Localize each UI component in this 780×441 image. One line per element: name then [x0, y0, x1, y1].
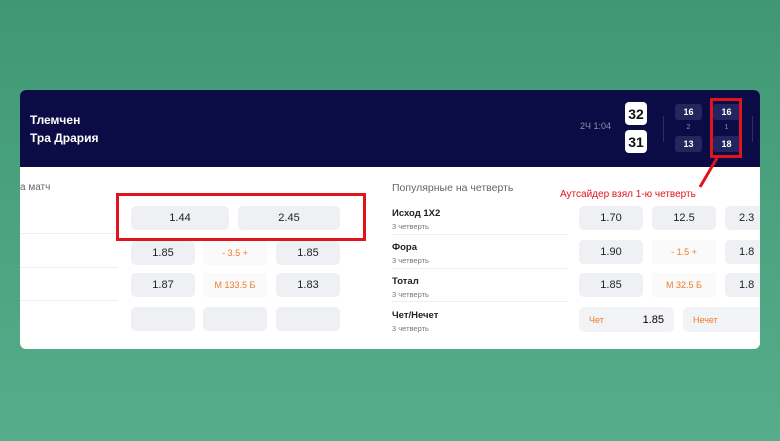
highlight-box-quarter1 — [710, 98, 742, 158]
market-label: Тотал — [392, 276, 419, 287]
market-sublabel: 3 четверть — [392, 324, 429, 333]
divider — [20, 267, 118, 268]
odds-button[interactable]: 1.8 — [725, 240, 760, 264]
market-label: Исход 1Х2 — [392, 208, 441, 219]
divider — [20, 233, 118, 234]
market-sublabel: 3 четверть — [392, 290, 429, 299]
odds-button[interactable]: 1.85 — [276, 241, 340, 265]
left-section-title: а матч — [20, 182, 51, 193]
odds-button[interactable]: 1.85 — [579, 273, 643, 297]
market-sublabel: 3 четверть — [392, 256, 429, 265]
quarter2-label: 2 — [686, 124, 691, 131]
empty-odds-button[interactable] — [276, 307, 340, 331]
quarter1-label: 1 — [724, 124, 729, 131]
market-label: Фора — [392, 242, 417, 253]
score-team2: 31 — [625, 130, 647, 153]
divider — [392, 301, 567, 302]
total-selector[interactable]: М 32.5 Б — [652, 273, 716, 297]
divider — [20, 300, 118, 301]
odd-button[interactable]: Чет 1.85 — [579, 307, 674, 332]
market-label: Чет/Нечет — [392, 310, 439, 321]
team2-name: Тра Дрария — [30, 131, 99, 145]
divider — [663, 116, 664, 142]
score-team1: 32 — [625, 102, 647, 125]
market-sublabel: 3 четверть — [392, 222, 429, 231]
highlight-box-match-odds — [116, 193, 366, 241]
odd-value: 1.85 — [642, 313, 664, 326]
odds-button[interactable]: 1.90 — [579, 240, 643, 264]
right-section-title: Популярные на четверть — [392, 182, 514, 194]
quarter2-team1: 16 — [675, 104, 702, 120]
odds-button[interactable]: 1.83 — [276, 273, 340, 297]
divider — [752, 116, 753, 142]
quarter1-team1: 16 — [713, 104, 740, 120]
team1-name: Тлемчен — [30, 113, 81, 127]
odd-label: Чет — [589, 314, 604, 325]
match-time: 2Ч 1:04 — [580, 121, 612, 131]
quarter1-team2: 18 — [713, 136, 740, 152]
quarter2-team2: 13 — [675, 136, 702, 152]
odds-button[interactable]: 2.45 — [238, 206, 340, 230]
divider — [392, 234, 567, 235]
handicap-selector[interactable]: - 3.5 + — [203, 241, 267, 265]
odds-button[interactable]: 12.5 — [652, 206, 716, 230]
even-label: Нечет — [693, 314, 718, 325]
handicap-selector[interactable]: - 1.5 + — [652, 240, 716, 264]
even-button[interactable]: Нечет — [683, 307, 760, 332]
total-selector[interactable]: М 133.5 Б — [203, 273, 267, 297]
match-header: Тлемчен Тра Дрария 2Ч 1:04 32 31 16 2 13… — [20, 90, 760, 167]
empty-odds-button[interactable] — [203, 307, 267, 331]
odds-button[interactable]: 1.8 — [725, 273, 760, 297]
odds-button[interactable]: 1.70 — [579, 206, 643, 230]
odds-button[interactable]: 1.87 — [131, 273, 195, 297]
annotation-arrow — [698, 157, 719, 188]
odds-button[interactable]: 1.44 — [131, 206, 229, 230]
odds-button[interactable]: 1.85 — [131, 241, 195, 265]
annotation-text: Аутсайдер взял 1-ю четверть — [560, 189, 696, 200]
match-card: Тлемчен Тра Дрария 2Ч 1:04 32 31 16 2 13… — [20, 90, 760, 349]
divider — [392, 268, 567, 269]
empty-odds-button[interactable] — [131, 307, 195, 331]
odds-button[interactable]: 2.3 — [725, 206, 760, 230]
